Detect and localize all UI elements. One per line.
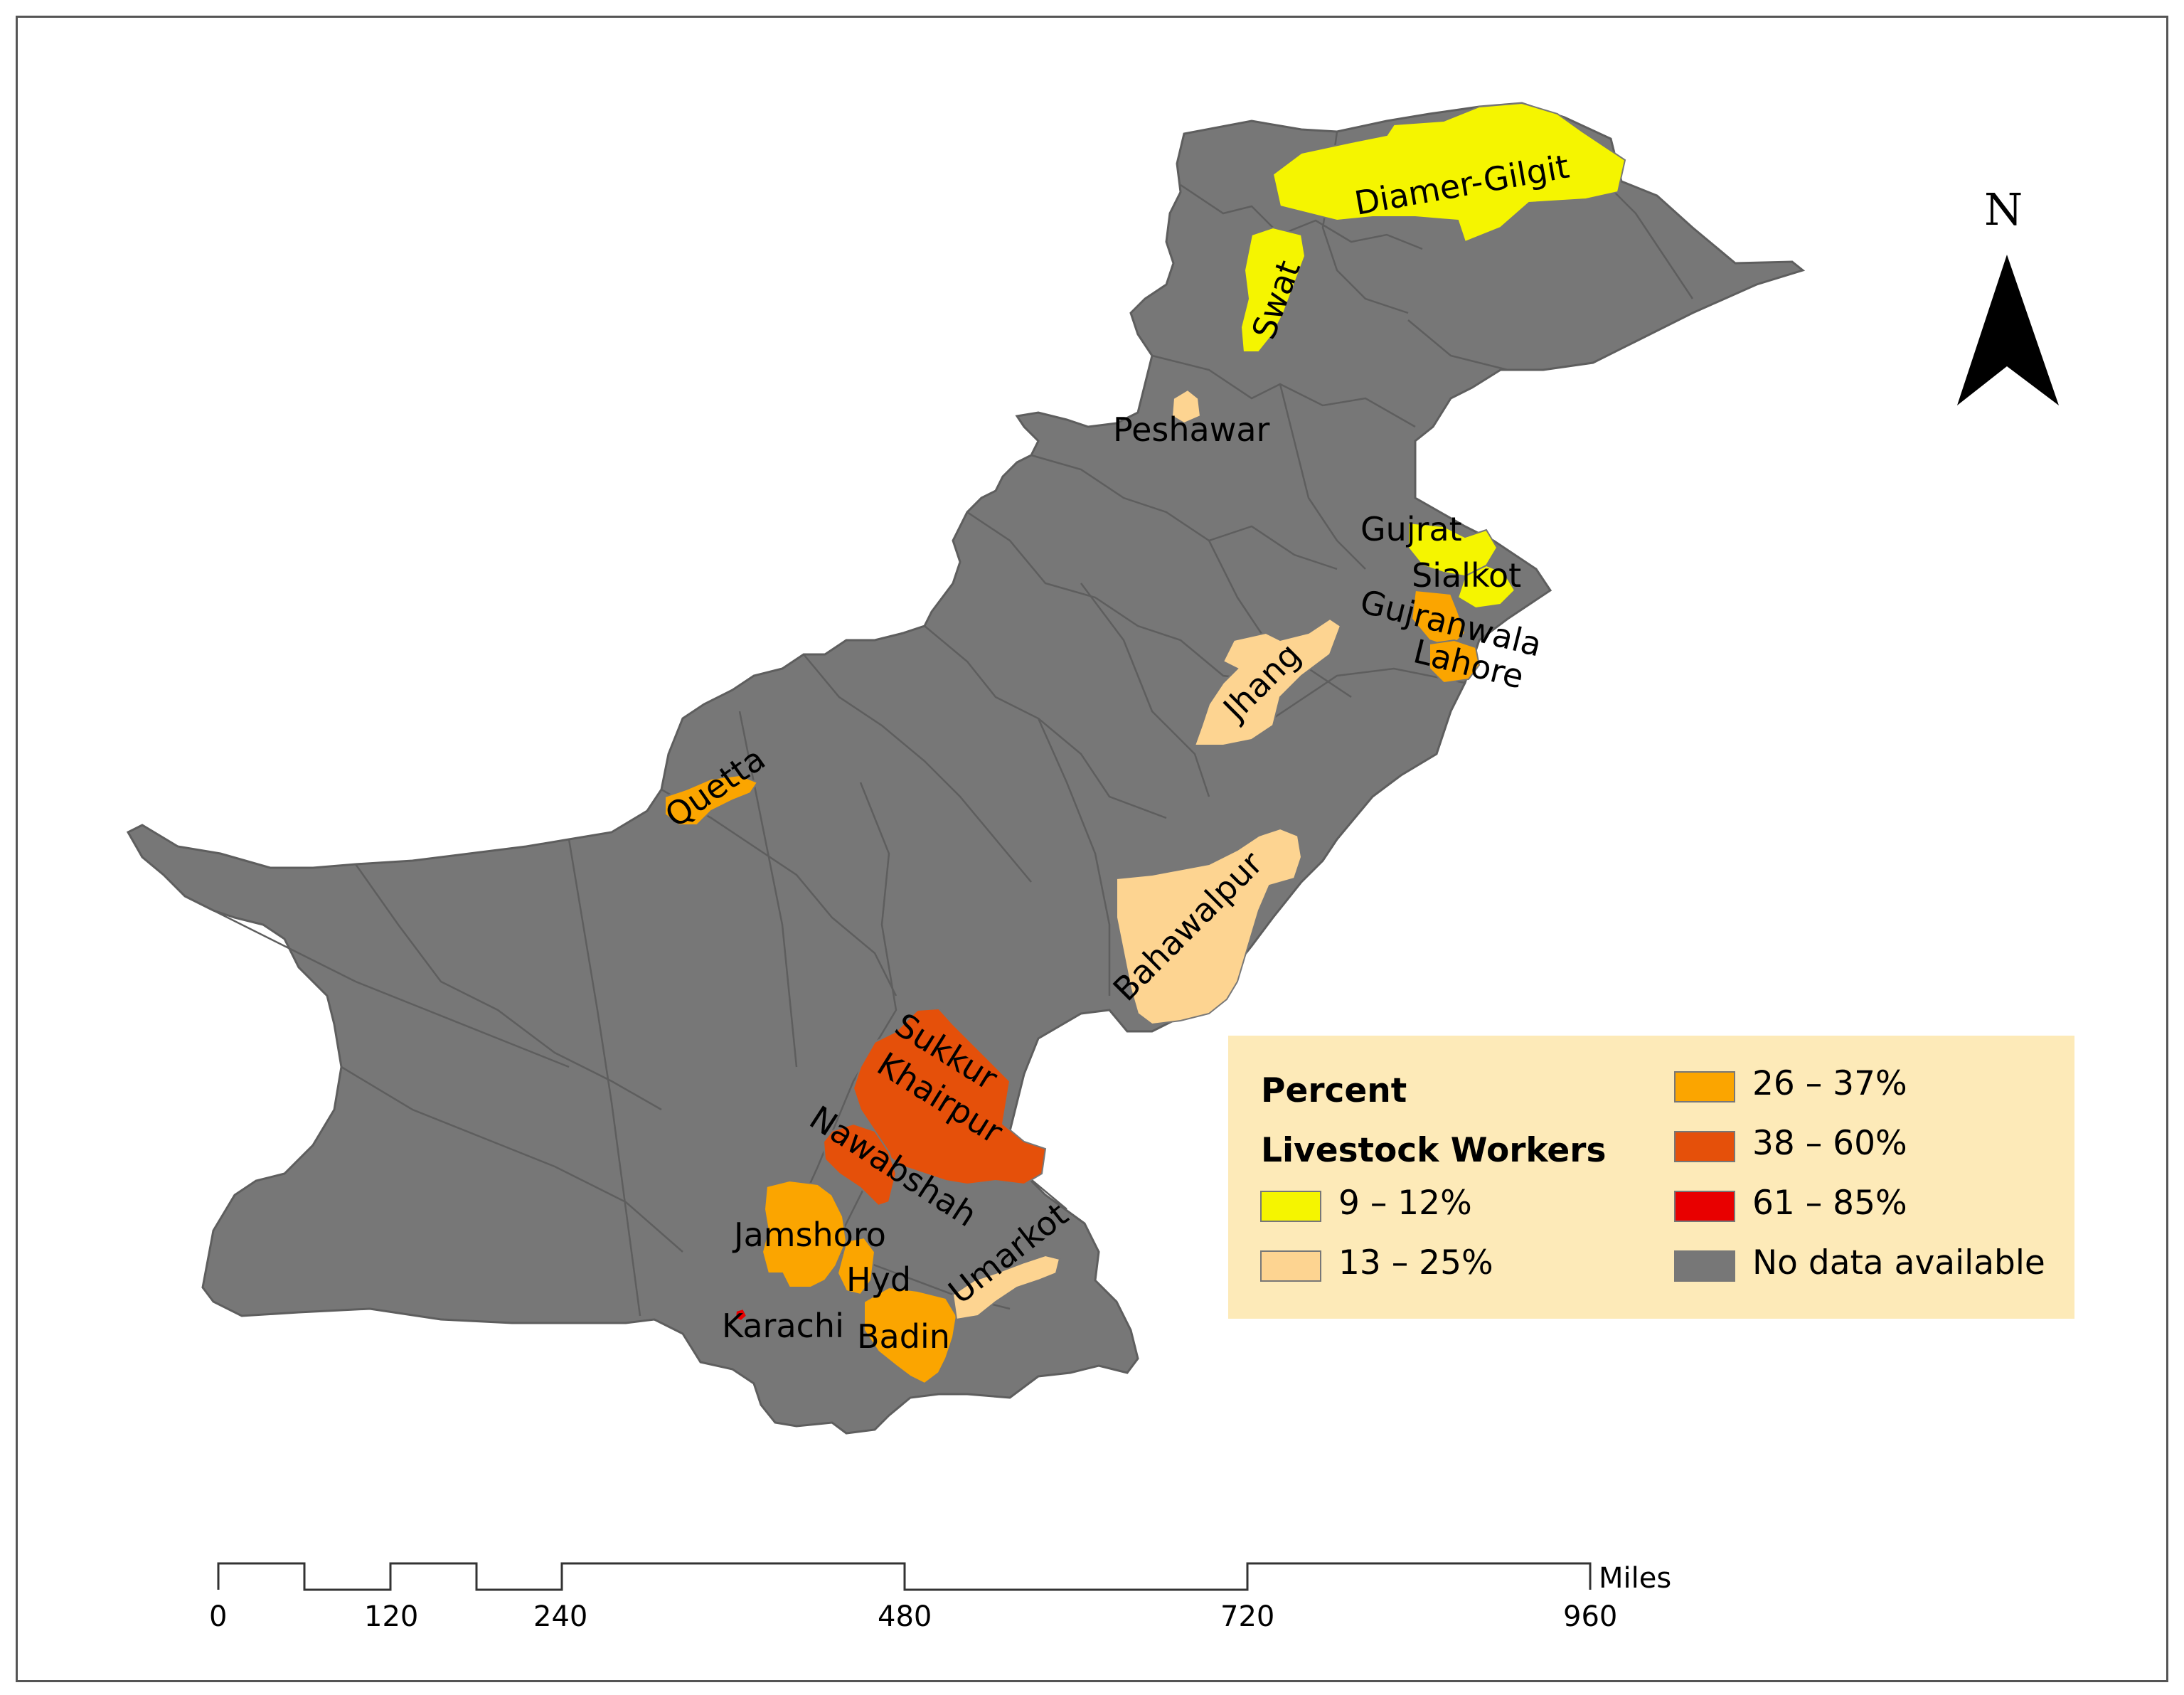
legend-swatch-61-85 [1674,1191,1735,1222]
label-peshawar: Peshawar [1113,410,1270,449]
district-badin [863,1286,958,1385]
district-jhang [1193,617,1342,746]
scale-tick-960: 960 [1563,1600,1618,1633]
district-nawabshah [822,1122,897,1207]
district-bahawalpur [1116,827,1303,1026]
district-hyd [836,1236,876,1296]
district-swat [1240,226,1306,353]
legend-label-9-12: 9 – 12% [1338,1184,1472,1223]
legend-swatch-13-25 [1260,1250,1321,1282]
legend-swatch-26-37 [1674,1071,1735,1102]
district-karachi [734,1307,748,1322]
country-outline [126,102,1806,1435]
district-peshawar [1171,388,1202,425]
legend-swatch-38-60 [1674,1131,1735,1162]
label-badin: Badin [857,1317,950,1356]
legend-title-line1: Percent [1261,1071,1407,1110]
districts [664,102,1626,1385]
scale-bar [217,1562,1592,1591]
district-quetta [664,774,759,826]
district-sialkot [1456,564,1516,610]
legend-label-26-37: 26 – 37% [1752,1064,1907,1103]
legend-panel: Percent Livestock Workers 9 – 12% 13 – 2… [1228,1036,2074,1319]
legend-swatch-no-data [1674,1250,1735,1282]
district-lahore [1429,639,1481,684]
legend-swatch-9-12 [1260,1191,1321,1222]
label-karachi: Karachi [722,1307,844,1345]
scale-tick-240: 240 [533,1600,588,1633]
legend-label-61-85: 61 – 85% [1752,1184,1907,1223]
scale-tick-0: 0 [209,1600,228,1633]
legend-label-13-25: 13 – 25% [1338,1243,1493,1282]
scale-tick-120: 120 [364,1600,419,1633]
legend-title-line2: Livestock Workers [1261,1131,1607,1170]
label-hyd: Hyd [846,1260,911,1299]
district-diamer-gilgit [1272,102,1626,243]
label-jamshoro: Jamshoro [732,1216,886,1254]
scale-tick-720: 720 [1220,1600,1275,1633]
district-umarkot [952,1254,1061,1321]
label-sialkot: Sialkot [1412,556,1521,595]
north-arrow-icon [1957,255,2059,405]
legend-label-38-60: 38 – 60% [1752,1124,1907,1163]
label-gujrat: Gujrat [1360,510,1462,548]
district-jamshoro [761,1179,848,1288]
scale-unit: Miles [1599,1562,1672,1595]
legend-label-no-data: No data available [1752,1243,2045,1282]
scale-tick-480: 480 [878,1600,932,1633]
north-label: N [1984,184,2023,235]
district-gujranwala [1410,589,1466,649]
